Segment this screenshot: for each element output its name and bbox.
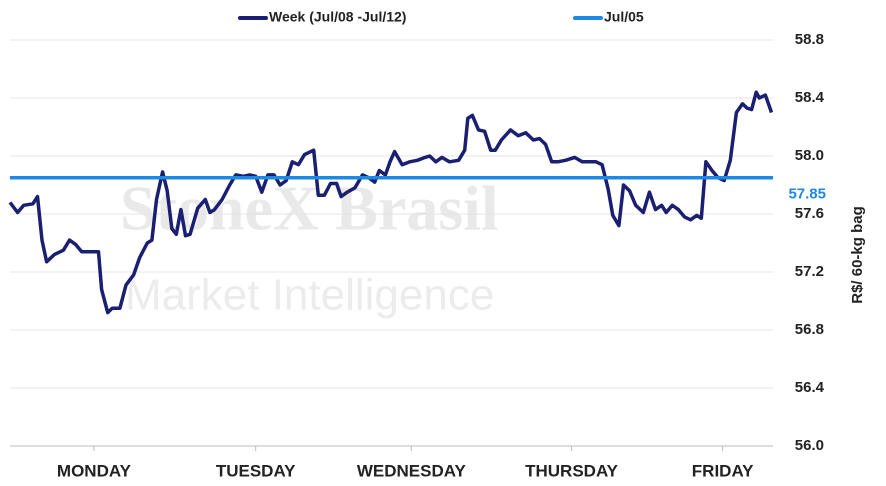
reference-label: 57.85 <box>788 186 826 203</box>
legend-label: Week (Jul/08 -Jul/12) <box>269 9 406 25</box>
y-axis-label: R$/ 60-kg bag <box>849 206 866 304</box>
y-tick-label: 57.2 <box>795 263 824 280</box>
y-tick-label: 58.4 <box>795 89 825 106</box>
x-tick-label: TUESDAY <box>216 461 296 480</box>
x-tick-label: THURSDAY <box>525 461 619 480</box>
x-tick-label: FRIDAY <box>692 461 754 480</box>
legend-label: Jul/05 <box>604 9 644 25</box>
watermark: Market Intelligence <box>125 271 494 320</box>
x-tick-label: WEDNESDAY <box>357 461 467 480</box>
y-tick-label: 58.0 <box>795 147 824 164</box>
y-tick-label: 56.8 <box>795 321 824 338</box>
y-tick-label: 57.6 <box>795 205 824 222</box>
y-tick-label: 56.0 <box>795 437 824 454</box>
x-tick-label: MONDAY <box>57 461 132 480</box>
price-line <box>8 90 774 315</box>
y-tick-label: 58.8 <box>795 31 824 48</box>
y-tick-label: 56.4 <box>795 379 825 396</box>
